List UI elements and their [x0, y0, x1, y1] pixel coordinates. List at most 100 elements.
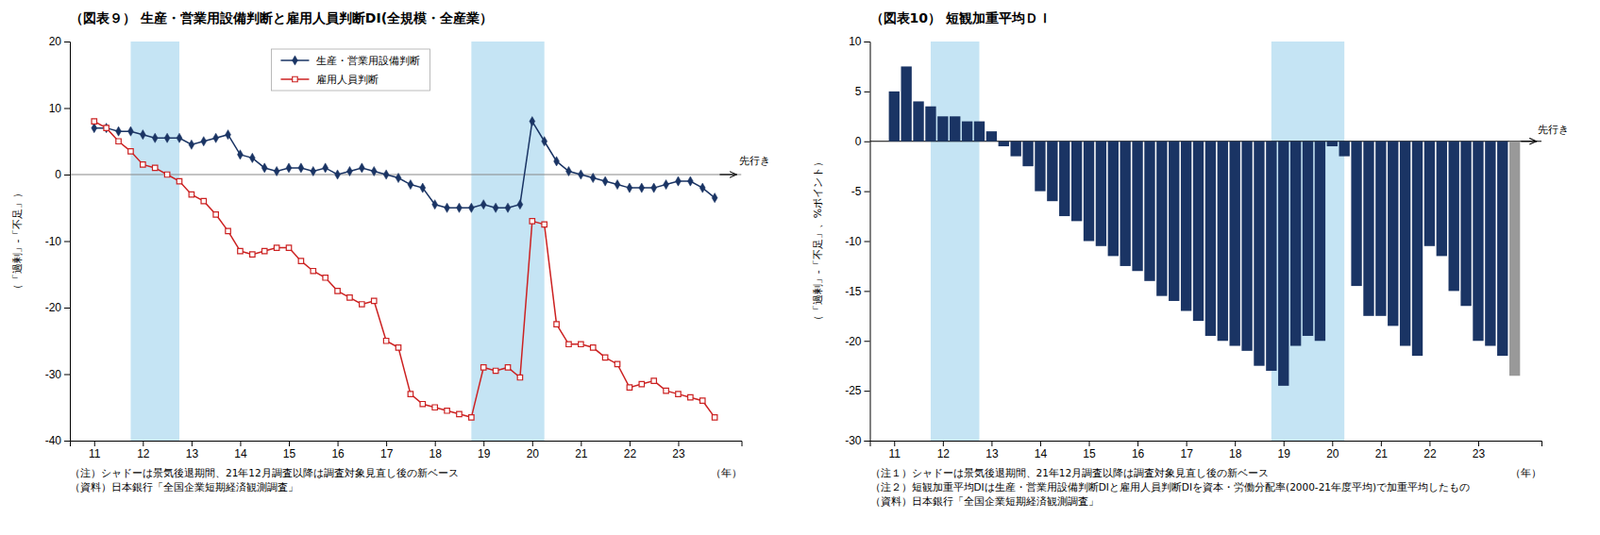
series-marker — [651, 183, 657, 193]
x-tick-mark — [1234, 440, 1236, 447]
bar — [1071, 141, 1082, 222]
chart-canvas: 11121314151617181920212223-40-30-20-1001… — [0, 0, 1600, 535]
series-marker — [286, 163, 292, 173]
x-tick-mark — [629, 440, 631, 447]
y-axis: -30-25-20-15-10-50510 — [844, 34, 871, 448]
bar — [1108, 141, 1119, 257]
x-tick-label: 15 — [1082, 447, 1096, 461]
bar — [1034, 141, 1045, 192]
y-tick-label: -5 — [851, 185, 862, 199]
y-tick: 10 — [848, 34, 870, 49]
x-tick-mark — [435, 440, 437, 447]
bar — [1046, 141, 1058, 202]
series-marker — [151, 133, 158, 143]
series-marker — [699, 183, 706, 193]
series-marker — [103, 125, 109, 131]
bar — [1399, 141, 1411, 347]
y-tick-mark — [64, 374, 70, 376]
series-marker — [250, 252, 255, 257]
y-tick: -5 — [851, 185, 871, 199]
bar — [1484, 141, 1496, 347]
x-tick-mark — [1089, 440, 1091, 447]
x-tick-label: 20 — [526, 447, 540, 461]
bar — [1412, 141, 1423, 356]
series-marker — [590, 345, 596, 351]
x-tick-label: 22 — [623, 447, 638, 461]
y-tick-label: 10 — [848, 34, 862, 49]
x-tick-label: 22 — [1423, 447, 1437, 461]
x-tick-label: 18 — [429, 447, 443, 461]
series-line — [94, 121, 715, 209]
series-marker — [201, 136, 207, 147]
series-marker — [492, 202, 499, 213]
series-marker — [711, 193, 718, 203]
series-marker — [359, 302, 365, 307]
series-marker — [273, 245, 279, 251]
series-marker — [700, 398, 706, 404]
series-marker — [310, 166, 317, 176]
series-marker — [577, 169, 584, 180]
plot-area — [69, 41, 742, 441]
x-tick-mark — [991, 440, 993, 447]
series-marker — [261, 248, 267, 253]
bar — [1327, 141, 1338, 147]
series-marker — [370, 166, 377, 176]
legend-swatch-marker — [292, 76, 298, 82]
series-marker — [639, 183, 645, 193]
bar — [912, 101, 924, 141]
axis-domain — [864, 42, 872, 442]
y-tick-label: -30 — [844, 434, 862, 448]
series-marker — [432, 404, 438, 410]
x-tick: 18 — [1229, 440, 1243, 461]
series-marker — [481, 365, 487, 371]
series-marker — [505, 202, 511, 213]
bar — [1436, 141, 1448, 257]
bar — [1131, 141, 1143, 271]
y-tick-mark — [864, 141, 871, 143]
series-marker — [589, 172, 596, 183]
y-tick-mark — [864, 340, 871, 342]
series-marker — [383, 169, 389, 180]
x-axis-title: （年） — [1510, 467, 1542, 480]
series-marker — [91, 118, 97, 124]
x-tick-label: 16 — [331, 447, 345, 461]
x-tick: 20 — [1326, 440, 1340, 461]
bar — [1509, 141, 1520, 377]
bar — [1497, 141, 1508, 356]
x-tick-label: 21 — [574, 447, 589, 461]
x-tick: 21 — [574, 440, 589, 461]
bar — [900, 66, 911, 141]
bar — [1120, 141, 1131, 267]
series-marker — [687, 176, 693, 186]
bar — [986, 131, 997, 142]
series-marker — [407, 391, 413, 397]
bar — [1229, 141, 1241, 347]
series-marker — [626, 183, 633, 193]
bar — [1350, 141, 1362, 287]
bar — [1144, 141, 1155, 282]
x-tick-label: 14 — [234, 447, 248, 461]
x-tick-label: 13 — [985, 447, 999, 461]
bar — [1241, 141, 1252, 352]
series-marker — [554, 156, 560, 167]
series-marker — [164, 133, 170, 143]
y-tick-label: -10 — [45, 235, 63, 249]
bar — [937, 116, 948, 141]
bar — [1265, 141, 1277, 371]
x-tick-label: 14 — [1034, 447, 1048, 461]
series-marker — [188, 139, 195, 150]
annotation-arrow — [719, 173, 737, 175]
x-tick: 16 — [331, 440, 345, 461]
x-tick-mark — [1478, 440, 1480, 447]
bar — [1339, 141, 1350, 157]
series-marker — [492, 368, 498, 373]
y-tick: -10 — [844, 235, 870, 249]
annotation-text: 先行き — [1537, 123, 1569, 136]
x-tick-mark — [337, 440, 339, 447]
x-tick-label: 11 — [889, 447, 902, 461]
x-tick: 17 — [1179, 440, 1194, 461]
x-tick-label: 18 — [1229, 447, 1243, 461]
y-tick: 5 — [855, 84, 871, 99]
reference-line — [69, 174, 742, 176]
x-tick-label: 12 — [937, 447, 951, 461]
